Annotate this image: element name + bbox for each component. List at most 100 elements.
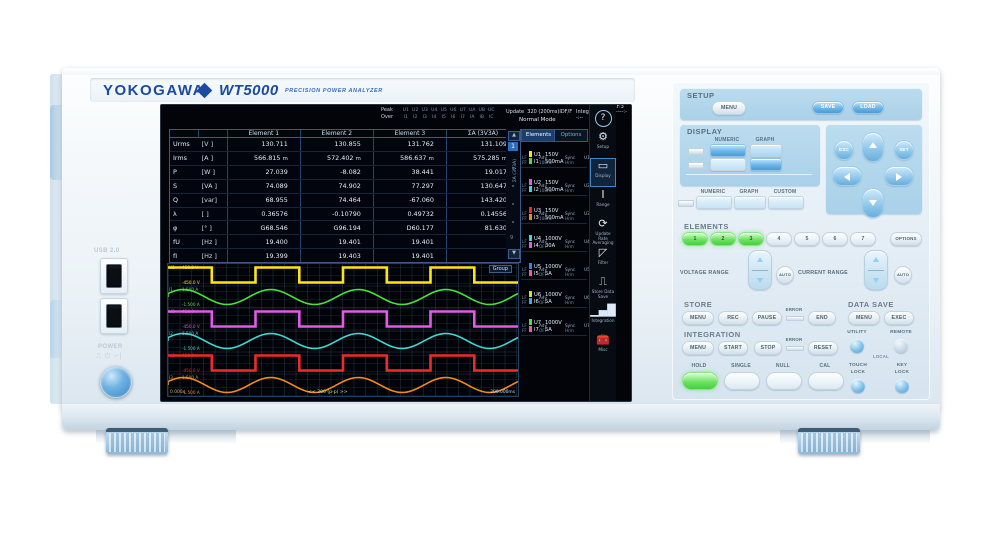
power-button[interactable] [100, 366, 132, 398]
current-range-auto-button[interactable]: AUTO [894, 266, 912, 284]
lcd-screen[interactable]: Peak U1 U2 U3 U4 U5 U6 U7 UA UB UC Over I1 I2 I3 I4 I5 I… [161, 105, 631, 401]
element-group[interactable]: U4 1000V I4 30A LF FF Adv OFF Sync Hrm U4 [521, 224, 590, 252]
softkey-icon: I [601, 188, 605, 201]
display-row3-numeric-button[interactable] [696, 196, 732, 209]
remote-button[interactable] [894, 339, 908, 353]
softkey-display[interactable]: ▭ Display [590, 158, 616, 187]
data-save-exec-button[interactable]: EXEC [884, 311, 914, 325]
waveform-bottom-scale: -450.0 V [182, 368, 200, 373]
element-group[interactable]: U2 150V I2 500mA LF FF Adv 100Hz Sync Hrm U2 [521, 168, 590, 196]
help-button[interactable]: ? [590, 105, 616, 129]
display-row3-graph-button[interactable] [734, 196, 766, 209]
foot-ridges-right [801, 433, 857, 452]
element-key-5[interactable]: 5 [794, 232, 820, 246]
setup-save-button[interactable]: SAVE [812, 101, 844, 114]
page-down-button[interactable]: ▼ [508, 249, 520, 259]
element-group[interactable]: U7 1000V I7 5A LF FF Adv OFF Sync Hrm U7 [521, 308, 590, 336]
store-end-button[interactable]: END [808, 311, 836, 325]
current-range-down-icon [873, 278, 879, 283]
usb-port-lower[interactable] [100, 298, 128, 334]
display-row2-graph-button[interactable] [750, 158, 782, 171]
softkey-store-data-save[interactable]: ⎍ Store Data Save [590, 274, 616, 303]
softkey-update-rate-averaging[interactable]: ⟳ Update Rate Averaging [590, 216, 616, 245]
display-row2-numeric-button[interactable] [710, 158, 746, 171]
elements-list[interactable]: U1 150V I1 500mA LF FF Adv 100Hz Sync Hrm U1 U2 150V… [521, 140, 590, 336]
waveform-channel-label: U1 [169, 265, 175, 270]
page-dot-2[interactable] [512, 185, 514, 187]
voltage-range-label: VOLTAGE RANGE [680, 270, 729, 276]
touch-lock-button[interactable] [851, 379, 865, 393]
page-current[interactable]: 1 [508, 142, 518, 151]
softkey-integration[interactable]: ▁▄█ Integration [590, 303, 616, 332]
element-key-3[interactable]: 3 [738, 232, 764, 246]
softkey-setup[interactable]: ⚙ Setup [590, 129, 616, 158]
page-dot-1[interactable] [512, 167, 514, 169]
waveform-bottom-scale: -450.0 V [182, 280, 200, 285]
waveform-group-tag[interactable]: Group [488, 265, 512, 273]
data-save-menu-button[interactable]: MENU [848, 311, 880, 325]
bottom-key-single-button[interactable] [724, 372, 760, 390]
display-row1-graph-button[interactable] [750, 144, 782, 157]
softkey-misc[interactable]: 🧰 Misc [590, 332, 616, 361]
esc-button[interactable]: ESC [834, 140, 854, 160]
mode-indicator: Normal Mode [519, 117, 556, 123]
softkey-label: Display [595, 173, 611, 178]
page-up-button[interactable]: ▲ [508, 131, 520, 141]
page-scroll-strip[interactable]: ▲ 1 9 ▼ [506, 129, 520, 261]
page-last: 9 [510, 235, 514, 241]
softkey-list[interactable]: ⚙ Setup ▭ Display I Range ⟳ Update Rate Averagi… [590, 129, 616, 361]
voltage-range-auto-button[interactable]: AUTO [776, 266, 794, 284]
integration-menu-button[interactable]: MENU [682, 341, 714, 355]
store-menu-button[interactable]: MENU [682, 311, 714, 325]
tab-options[interactable]: Options [554, 129, 588, 142]
voltage-range-rocker[interactable] [748, 250, 772, 290]
element-group[interactable]: U5 1000V I5 5A LF FF Adv OFF Sync Hrm U5 [521, 252, 590, 280]
store-pause-button[interactable]: PAUSE [752, 311, 782, 325]
integration-reset-button[interactable]: RESET [808, 341, 838, 355]
integration-start-button[interactable]: START [718, 341, 748, 355]
element-group[interactable]: U1 150V I1 500mA LF FF Adv 100Hz Sync Hrm U1 [521, 140, 590, 168]
nav-up-button[interactable] [862, 132, 884, 162]
page-dot-4[interactable] [512, 221, 514, 223]
display-row3-custom-button[interactable] [768, 196, 804, 209]
element-key-2[interactable]: 2 [710, 232, 736, 246]
usb-port-upper[interactable] [100, 258, 128, 294]
nav-left-button[interactable] [832, 166, 862, 186]
integration-stop-button[interactable]: STOP [754, 341, 782, 355]
setup-menu-button[interactable]: MENU [712, 101, 746, 115]
utility-button[interactable] [850, 339, 864, 353]
store-rec-button[interactable]: REC [718, 311, 748, 325]
element-group[interactable]: U6 1000V I6 5A LF FF Adv OFF Sync Hrm U6 [521, 280, 590, 308]
elements-tabs[interactable]: Elements Options [521, 129, 588, 142]
waveform-top-scale: 1.500 A [182, 375, 199, 380]
store-error-label: ERROR [785, 307, 803, 312]
current-range-label: CURRENT RANGE [798, 270, 848, 276]
display-row3-custom-label: CUSTOM [773, 189, 797, 195]
waveform-display[interactable]: U1 450.0 V -450.0 V I1 1.500 A -1.500 A U2 450.… [167, 263, 519, 397]
waveform-grid [168, 264, 518, 396]
nav-right-button[interactable] [884, 166, 914, 186]
display-row3-indicator-icon [678, 200, 694, 207]
element-key-7[interactable]: 7 [850, 232, 876, 246]
numeric-measurement-table[interactable]: Element 1 Element 2 Element 3 ΣA (3V3A) Urms… [169, 129, 521, 263]
element-group[interactable]: U3 150V I3 500mA LF FF Adv 100Hz Sync Hrm U3 [521, 196, 590, 224]
current-range-rocker[interactable] [864, 250, 888, 290]
display-row1-numeric-button[interactable] [710, 144, 746, 157]
nav-down-button[interactable] [862, 188, 884, 218]
element-key-1[interactable]: 1 [682, 232, 708, 246]
setup-load-button[interactable]: LOAD [852, 101, 884, 114]
element-options-button[interactable]: OPTIONS [890, 232, 922, 246]
bottom-key-hold-button[interactable] [682, 372, 718, 390]
set-button[interactable]: SET [894, 140, 914, 160]
bottom-key-cal-button[interactable] [808, 372, 844, 390]
page-dot-3[interactable] [512, 203, 514, 205]
power-label: POWER [98, 344, 123, 350]
element-key-6[interactable]: 6 [822, 232, 848, 246]
softkey-range[interactable]: I Range [590, 187, 616, 216]
bottom-key-null-button[interactable] [766, 372, 802, 390]
softkey-menu-column[interactable]: ? ⚙ Setup ▭ Display I Range ⟳ Update Rate Avera… [589, 105, 616, 401]
element-key-4[interactable]: 4 [766, 232, 792, 246]
key-lock-button[interactable] [895, 379, 909, 393]
elements-options-panel[interactable]: Elements Options U1 150V I1 500mA LF FF Adv 100… [513, 129, 590, 401]
softkey-filter[interactable]: ◸ Filter [590, 245, 616, 274]
